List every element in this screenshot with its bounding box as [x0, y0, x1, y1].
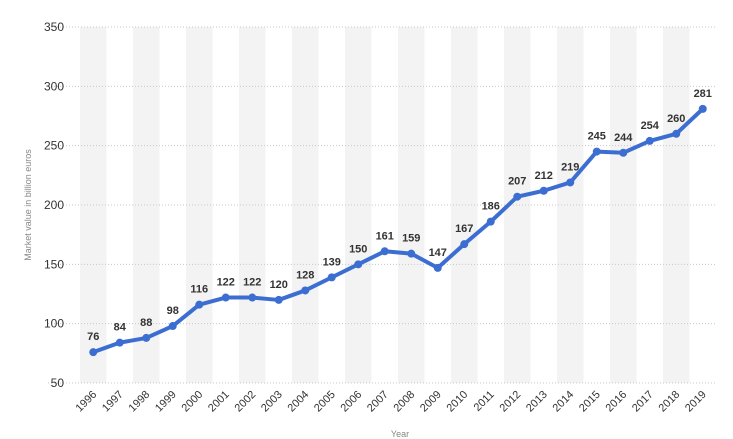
x-tick-label: 2006 [339, 389, 365, 415]
data-point [407, 249, 416, 258]
background-band [610, 27, 637, 383]
x-tick-labels: 1996 1997 1998 1999 2000 2001 2002 2003 2004 2005… [74, 389, 709, 415]
data-point [539, 186, 548, 195]
data-label: 260 [667, 113, 685, 125]
data-labels: 76 84 88 98 116 122 122 120 128 139 150 161 159 147 16… [87, 88, 712, 343]
data-point [168, 322, 177, 331]
x-tick-label: 2010 [445, 389, 471, 415]
background-band [186, 27, 213, 383]
y-tick-label: 300 [44, 79, 64, 93]
data-point [460, 240, 469, 249]
data-label: 219 [561, 161, 579, 173]
background-band [451, 27, 478, 383]
data-point [433, 263, 442, 272]
background-band [292, 27, 319, 383]
data-label: 207 [508, 176, 526, 188]
y-tick-label: 350 [44, 20, 64, 34]
data-point [327, 273, 336, 282]
data-point [619, 148, 628, 157]
y-tick-label: 150 [44, 257, 64, 271]
data-label: 76 [87, 331, 99, 343]
x-tick-label: 2004 [286, 389, 312, 415]
x-tick-label: 2012 [498, 389, 524, 415]
data-label: 98 [167, 305, 179, 317]
x-axis-title: Year [391, 429, 409, 439]
data-point [486, 217, 495, 226]
data-label: 88 [140, 317, 152, 329]
x-tick-label: 2019 [683, 389, 709, 415]
data-label: 281 [694, 88, 712, 100]
x-tick-label: 2014 [551, 389, 577, 415]
data-label: 122 [217, 277, 235, 289]
x-tick-label: 1997 [100, 389, 126, 415]
y-tick-label: 100 [44, 317, 64, 331]
data-label: 159 [402, 233, 420, 245]
data-label: 120 [270, 279, 288, 291]
background-band [663, 27, 690, 383]
data-label: 244 [614, 132, 633, 144]
x-tick-label: 2015 [577, 389, 603, 415]
data-label: 128 [296, 269, 314, 281]
data-point [221, 293, 230, 302]
background-band [133, 27, 160, 383]
y-axis-title: Market value in billion euros [23, 149, 33, 261]
x-tick-label: 2008 [392, 389, 418, 415]
x-tick-label: 2018 [657, 389, 683, 415]
data-point [248, 293, 257, 302]
series-line [91, 106, 705, 355]
y-tick-labels: 50 100 150 200 250 300 350 [44, 20, 64, 390]
data-point [274, 295, 283, 304]
x-tick-label: 2001 [206, 389, 232, 415]
x-tick-label: 2016 [604, 389, 630, 415]
background-band [345, 27, 372, 383]
data-point [115, 338, 124, 347]
y-tick-label: 250 [44, 139, 64, 153]
x-tick-label: 1996 [74, 389, 100, 415]
x-tick-label: 2002 [233, 389, 259, 415]
data-point [645, 136, 654, 145]
data-label: 161 [376, 230, 394, 242]
data-point [195, 300, 204, 309]
data-point [592, 147, 601, 156]
data-point [566, 178, 575, 187]
x-tick-label: 2017 [630, 389, 656, 415]
data-point [142, 333, 151, 342]
data-point [354, 260, 363, 269]
x-tick-label: 2007 [365, 389, 391, 415]
data-label: 212 [535, 170, 553, 182]
data-points [89, 104, 707, 357]
x-tick-label: 2003 [259, 389, 285, 415]
x-tick-label: 2000 [180, 389, 206, 415]
data-label: 122 [243, 277, 261, 289]
data-label: 150 [349, 243, 367, 255]
y-tick-label: 200 [44, 198, 64, 212]
data-label: 116 [190, 284, 208, 296]
data-label: 245 [588, 131, 606, 143]
data-label: 139 [323, 256, 341, 268]
data-point [698, 104, 707, 113]
x-tick-label: 1998 [127, 389, 153, 415]
x-tick-label: 2013 [524, 389, 550, 415]
data-point [513, 192, 522, 201]
data-label: 167 [455, 223, 473, 235]
data-label: 254 [641, 120, 660, 132]
x-tick-label: 2009 [418, 389, 444, 415]
data-label: 84 [114, 322, 127, 334]
x-tick-label: 1999 [153, 389, 179, 415]
x-tick-label: 2005 [312, 389, 338, 415]
data-point [672, 129, 681, 138]
data-label: 147 [429, 247, 447, 259]
data-series [91, 106, 705, 355]
data-point [301, 286, 310, 295]
x-tick-label: 2011 [472, 389, 497, 414]
gridlines [48, 26, 716, 384]
data-point [89, 348, 98, 357]
data-label: 186 [482, 201, 500, 213]
y-tick-label: 50 [51, 376, 65, 390]
data-point [380, 247, 389, 256]
